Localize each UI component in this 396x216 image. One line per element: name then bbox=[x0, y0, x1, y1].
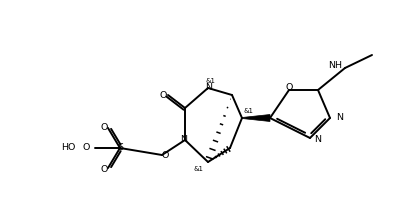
Text: N: N bbox=[206, 84, 213, 92]
Text: O: O bbox=[100, 122, 108, 132]
Text: HO: HO bbox=[61, 143, 75, 152]
Text: N: N bbox=[181, 135, 187, 145]
Polygon shape bbox=[242, 114, 270, 121]
Text: O: O bbox=[83, 143, 90, 152]
Text: &1: &1 bbox=[193, 166, 203, 172]
Text: S: S bbox=[117, 143, 123, 152]
Text: O: O bbox=[100, 165, 108, 173]
Text: NH: NH bbox=[328, 62, 342, 70]
Text: &1: &1 bbox=[243, 108, 253, 114]
Text: &1: &1 bbox=[205, 78, 215, 84]
Text: N: N bbox=[336, 113, 343, 122]
Text: O: O bbox=[285, 84, 293, 92]
Text: N: N bbox=[314, 135, 321, 143]
Text: O: O bbox=[159, 91, 167, 100]
Text: O: O bbox=[161, 151, 169, 159]
